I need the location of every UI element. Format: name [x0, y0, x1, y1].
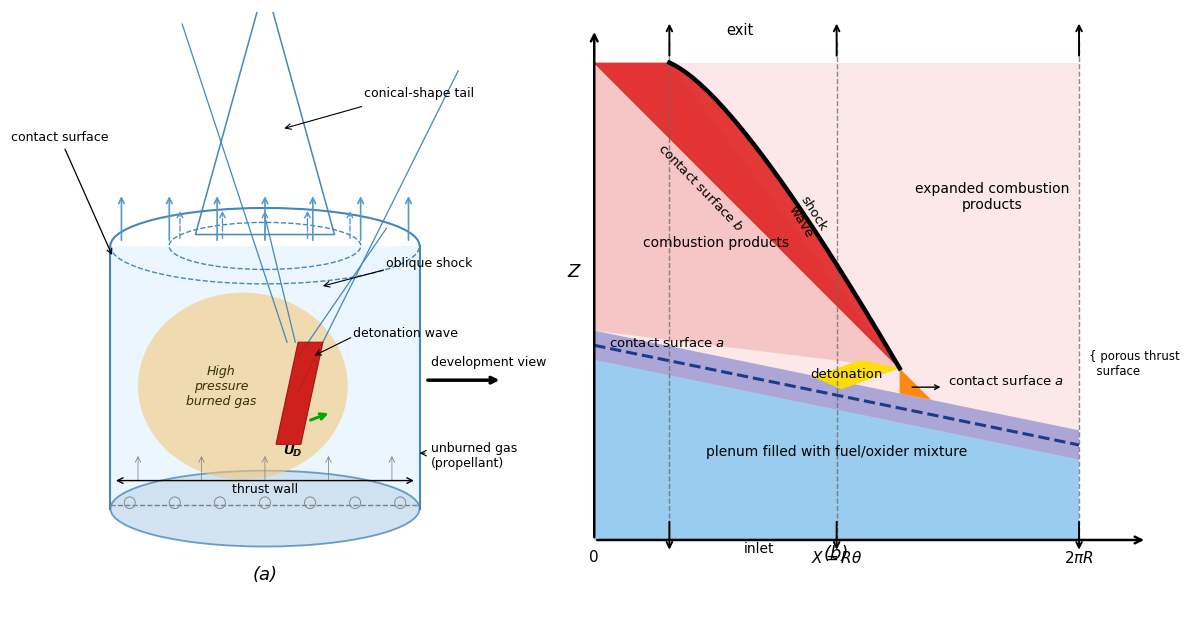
Text: 0: 0	[589, 550, 599, 566]
Polygon shape	[594, 63, 900, 368]
Text: conical-shape tail: conical-shape tail	[365, 87, 474, 100]
Text: development view: development view	[431, 355, 546, 368]
Polygon shape	[900, 368, 931, 400]
Text: expanded combustion
products: expanded combustion products	[914, 181, 1069, 212]
Text: High
pressure
burned gas: High pressure burned gas	[186, 365, 256, 407]
Text: $U_D$: $U_D$	[283, 444, 301, 459]
Text: inlet: inlet	[744, 542, 774, 556]
Polygon shape	[594, 63, 900, 368]
Text: { porous thrust
  surface: { porous thrust surface	[1088, 350, 1180, 378]
Polygon shape	[594, 330, 1079, 460]
Text: unburned gas
(propellant): unburned gas (propellant)	[431, 442, 517, 470]
Text: contact surface $a$: contact surface $a$	[608, 336, 725, 350]
Polygon shape	[594, 360, 1079, 540]
Text: $2\pi R$: $2\pi R$	[1064, 550, 1094, 566]
Text: detonation: detonation	[810, 368, 882, 381]
Polygon shape	[110, 246, 420, 509]
Text: detonation wave: detonation wave	[353, 327, 458, 340]
Text: oblique shock: oblique shock	[386, 257, 473, 270]
Polygon shape	[276, 342, 323, 445]
Text: (b): (b)	[824, 545, 850, 563]
Text: (a): (a)	[252, 566, 277, 584]
Polygon shape	[594, 63, 1079, 481]
Text: plenum filled with fuel/oxider mixture: plenum filled with fuel/oxider mixture	[706, 445, 967, 459]
Text: shock
wave: shock wave	[786, 194, 829, 242]
Text: contact surface $b$: contact surface $b$	[655, 142, 746, 235]
Polygon shape	[812, 360, 900, 389]
Ellipse shape	[138, 292, 348, 479]
Text: $X = R\theta$: $X = R\theta$	[811, 550, 863, 566]
Ellipse shape	[110, 471, 420, 546]
Text: $U_D$: $U_D$	[284, 444, 302, 459]
Text: combustion products: combustion products	[643, 236, 788, 250]
Text: thrust wall: thrust wall	[232, 483, 298, 496]
Text: contact surface $a$: contact surface $a$	[948, 374, 1064, 388]
Text: exit: exit	[726, 22, 754, 37]
Text: Z: Z	[568, 263, 580, 281]
Text: contact surface: contact surface	[11, 131, 112, 254]
